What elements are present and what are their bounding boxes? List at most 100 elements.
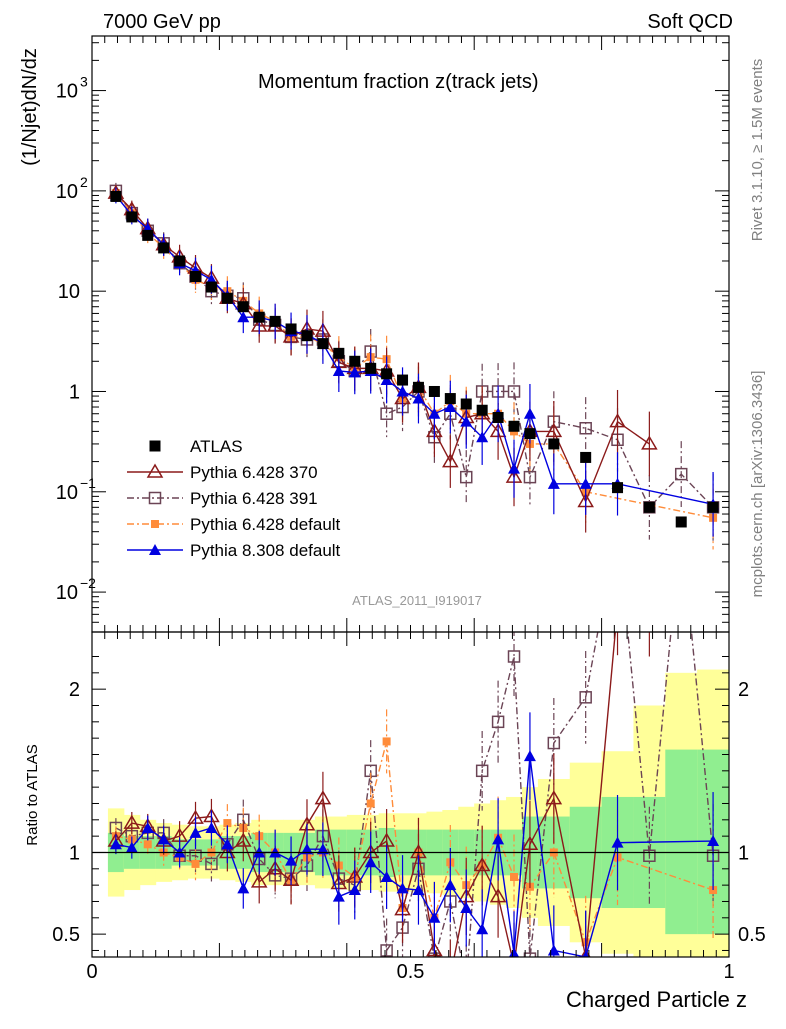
point-atlas bbox=[301, 330, 313, 342]
legend-item-py8: Pythia 8.308 default bbox=[127, 541, 341, 560]
y-tick-label: 10 bbox=[56, 482, 78, 504]
ratio-point-pydef bbox=[143, 840, 152, 849]
point-py8 bbox=[332, 365, 345, 377]
ratio-point-py8 bbox=[523, 750, 536, 762]
point-atlas bbox=[253, 311, 265, 323]
ratio-point-pydef bbox=[382, 737, 391, 746]
point-py391 bbox=[507, 385, 521, 398]
legend-label: Pythia 8.308 default bbox=[190, 541, 341, 560]
point-atlas bbox=[508, 420, 520, 432]
point-atlas bbox=[365, 362, 377, 374]
y-tick-label-exponent: −1 bbox=[80, 475, 96, 491]
x-axis-label: Charged Particle z bbox=[566, 987, 747, 1012]
point-atlas bbox=[675, 516, 687, 528]
point-py370 bbox=[442, 453, 459, 468]
point-py8 bbox=[476, 431, 489, 443]
point-py8 bbox=[348, 366, 361, 378]
ratio-point-py370 bbox=[426, 941, 443, 957]
ratio-point-py8 bbox=[582, 951, 589, 957]
ratio-point-py391 bbox=[579, 691, 592, 704]
ratio-point-py8 bbox=[707, 835, 720, 847]
ratio-point-py370 bbox=[234, 832, 252, 847]
point-atlas bbox=[492, 412, 504, 424]
point-py8 bbox=[412, 392, 425, 404]
point-py8 bbox=[428, 407, 441, 419]
point-atlas bbox=[707, 501, 719, 513]
point-py370 bbox=[545, 422, 563, 438]
ratio-point-py370 bbox=[314, 790, 332, 805]
ratio-point-py391 bbox=[491, 715, 505, 729]
point-atlas bbox=[612, 482, 624, 494]
ratio-point-py370 bbox=[521, 835, 539, 851]
point-atlas bbox=[126, 211, 138, 223]
point-py391 bbox=[674, 467, 688, 481]
ratio-point-py8 bbox=[508, 947, 520, 957]
y-tick-label: 10 bbox=[56, 181, 78, 203]
ratio-point-py391 bbox=[475, 764, 489, 778]
point-py8 bbox=[237, 311, 250, 323]
point-py370 bbox=[609, 413, 626, 428]
ratio-point-py370 bbox=[489, 888, 507, 903]
point-py391 bbox=[459, 470, 473, 484]
legend-marker bbox=[148, 491, 162, 505]
ratio-point-py8 bbox=[300, 843, 313, 855]
y-tick-label: 10 bbox=[56, 81, 78, 103]
ratio-point-pydef bbox=[223, 819, 232, 828]
ratio-point-py8 bbox=[611, 836, 624, 848]
x-tick-label: 0 bbox=[86, 961, 97, 983]
legend-marker bbox=[146, 463, 164, 478]
ratio-point-py370 bbox=[250, 873, 268, 888]
ratio-point-py391 bbox=[643, 849, 656, 862]
point-atlas bbox=[548, 438, 560, 450]
ratio-point-pydef bbox=[510, 872, 519, 881]
point-py8 bbox=[380, 374, 393, 386]
point-py8 bbox=[547, 477, 560, 489]
y-tick-label-exponent: 2 bbox=[80, 174, 88, 190]
ratio-point-pydef bbox=[366, 799, 375, 808]
point-atlas bbox=[580, 451, 592, 463]
analysis-id: ATLAS_2011_I919017 bbox=[352, 593, 482, 608]
ratio-point-py8 bbox=[364, 856, 377, 868]
ratio-point-py391 bbox=[523, 952, 537, 957]
ratio-point-py8 bbox=[492, 833, 505, 845]
ratio-point-py8 bbox=[380, 870, 393, 882]
ratio-series-py8 bbox=[109, 712, 720, 957]
legend-item-pydef: Pythia 6.428 default bbox=[127, 515, 341, 534]
legend-label: ATLAS bbox=[190, 437, 243, 456]
point-atlas bbox=[333, 347, 345, 359]
point-py8 bbox=[444, 401, 457, 413]
legend-marker bbox=[149, 544, 161, 555]
ratio-point-py8 bbox=[396, 882, 409, 894]
ratio-point-py8 bbox=[428, 911, 441, 923]
legend-label: Pythia 6.428 370 bbox=[190, 463, 318, 482]
point-py391 bbox=[579, 421, 592, 435]
legend-marker bbox=[149, 440, 161, 452]
point-atlas bbox=[142, 229, 154, 241]
ratio-y-tick-label-right: 1 bbox=[738, 842, 749, 864]
point-atlas bbox=[317, 338, 329, 350]
point-atlas bbox=[190, 271, 202, 283]
point-py8 bbox=[523, 407, 536, 419]
ratio-point-py8 bbox=[221, 838, 234, 850]
point-atlas bbox=[174, 255, 186, 267]
ratio-point-py8 bbox=[109, 838, 122, 850]
y-tick-label: 10 bbox=[56, 582, 78, 604]
ratio-point-py391 bbox=[507, 650, 521, 663]
point-atlas bbox=[412, 381, 424, 393]
header-right: Soft QCD bbox=[647, 11, 733, 33]
ratio-point-py8 bbox=[285, 854, 298, 866]
point-py8 bbox=[508, 462, 521, 474]
ratio-point-py391 bbox=[547, 736, 561, 750]
point-atlas bbox=[158, 242, 170, 254]
point-py8 bbox=[396, 385, 409, 397]
point-atlas bbox=[476, 404, 488, 416]
ratio-point-py8 bbox=[348, 884, 361, 896]
ratio-point-py8 bbox=[141, 821, 154, 833]
chart-title: Momentum fraction z(track jets) bbox=[258, 71, 539, 93]
point-atlas bbox=[269, 315, 281, 327]
y-axis-label-main: (1/Njet)dN/dz bbox=[19, 48, 41, 166]
ratio-point-py8 bbox=[412, 884, 425, 896]
